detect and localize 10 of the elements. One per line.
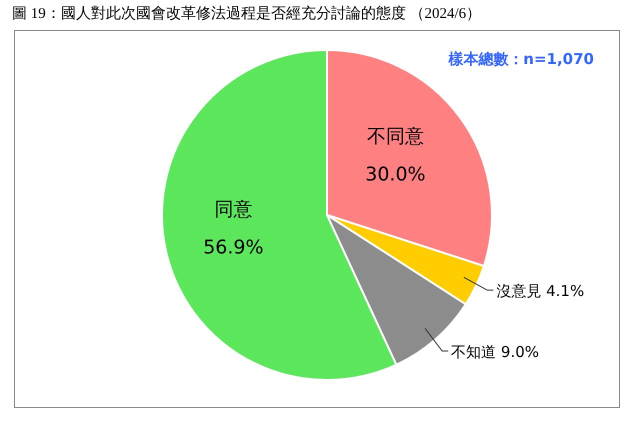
data-label: 56.9%: [203, 236, 264, 259]
chart-title: 圖 19：國人對此次國會改革修法過程是否經充分討論的態度 （2024/6）: [12, 4, 482, 23]
data-label: 9.0%: [500, 343, 540, 362]
text: 樣本總數：n=1,070: [448, 50, 594, 69]
data-label: 30.0%: [365, 164, 426, 186]
slice-label: 同意: [214, 198, 252, 221]
slice-label: 沒意見: [496, 282, 542, 300]
slice-label: 不同意: [366, 126, 424, 148]
slice-label: 不知道: [451, 343, 496, 362]
data-label: 4.1%: [546, 282, 584, 300]
